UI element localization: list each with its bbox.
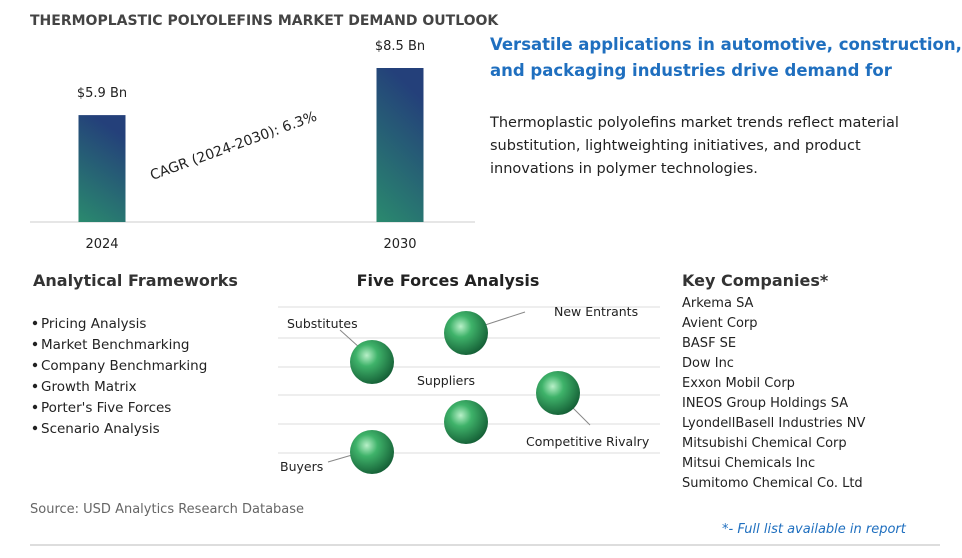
company: Dow Inc (682, 356, 734, 371)
framework-item: Porter's Five Forces (41, 400, 171, 416)
force-label: Competitive Rivalry (526, 434, 650, 449)
bullet (32, 404, 38, 410)
bullet (32, 320, 38, 326)
bar (376, 68, 424, 222)
section-title: Five Forces Analysis (357, 271, 540, 290)
company: BASF SE (682, 336, 736, 351)
framework-item: Market Benchmarking (41, 337, 189, 353)
value-label: $8.5 Bn (375, 39, 425, 54)
company: Sumitomo Chemical Co. Ltd (682, 476, 863, 491)
framework-item: Company Benchmarking (41, 358, 207, 374)
chart-title: THERMOPLASTIC POLYOLEFINS MARKET DEMAND … (30, 13, 499, 29)
force-label: New Entrants (554, 304, 638, 319)
section-title: Key Companies* (682, 271, 829, 290)
summary: substitution, lightweighting initiatives… (490, 138, 861, 154)
force-label: Suppliers (417, 373, 475, 388)
spheres (350, 311, 580, 474)
source: Source: USD Analytics Research Database (30, 502, 304, 517)
headline: and packaging industries drive demand fo… (490, 61, 893, 80)
company: Arkema SA (682, 296, 754, 311)
summary: innovations in polymer technologies. (490, 161, 758, 177)
summary: Thermoplastic polyolefins market trends … (489, 115, 899, 131)
footnote: *- Full list available in report (722, 522, 907, 537)
headline: Versatile applications in automotive, co… (490, 35, 962, 54)
section-title: Analytical Frameworks (33, 271, 238, 290)
value-label: $5.9 Bn (77, 86, 127, 101)
x-tick-label: 2024 (85, 237, 118, 252)
bullet (32, 383, 38, 389)
company: LyondellBasell Industries NV (682, 416, 865, 431)
force-label: Substitutes (287, 316, 358, 331)
bar (78, 115, 126, 222)
company: Mitsubishi Chemical Corp (682, 436, 847, 451)
company: INEOS Group Holdings SA (682, 396, 848, 411)
framework-item: Pricing Analysis (41, 316, 146, 332)
force-label: Buyers (280, 459, 323, 474)
connectors (327, 311, 591, 463)
framework-item: Scenario Analysis (41, 421, 160, 437)
bullet (32, 341, 38, 347)
company: Mitsui Chemicals Inc (682, 456, 815, 471)
bullet (32, 425, 38, 431)
company: Avient Corp (682, 316, 758, 331)
company: Exxon Mobil Corp (682, 376, 795, 391)
x-tick-label: 2030 (383, 237, 416, 252)
bullet (32, 362, 38, 368)
framework-item: Growth Matrix (41, 379, 137, 395)
